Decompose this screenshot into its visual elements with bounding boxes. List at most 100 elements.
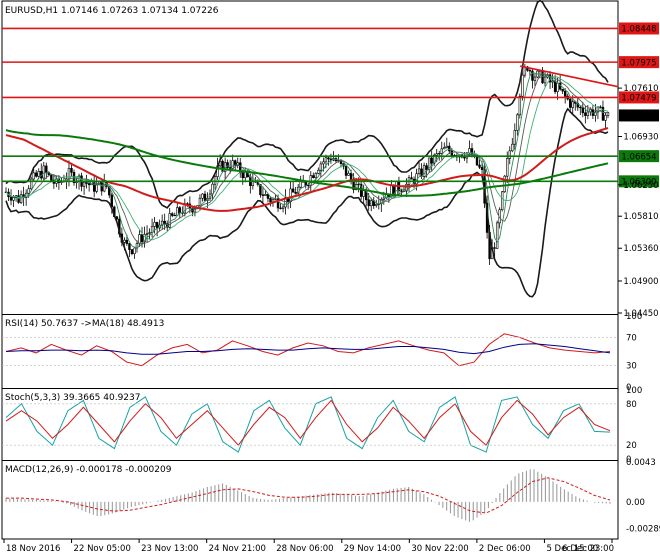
candle-body [128, 243, 131, 250]
candle-body [279, 207, 282, 209]
candle-body [168, 213, 171, 228]
candle-body [70, 168, 73, 173]
candle-body [29, 178, 33, 190]
candle-body [430, 157, 433, 164]
candle-body [95, 184, 98, 192]
candle-body [226, 162, 229, 168]
candle-body [596, 106, 600, 113]
candle-body [543, 76, 547, 84]
x-tick-label: 22 Nov 05:00 [74, 544, 131, 554]
candle-body [193, 208, 197, 213]
rsi-y-tick-label: 30 [626, 362, 637, 372]
candle-body [317, 169, 320, 174]
candle-body [37, 171, 40, 177]
candle-body [516, 114, 519, 131]
candle-body [523, 66, 527, 76]
candle-body [344, 165, 348, 176]
candle-body [82, 181, 86, 187]
macd-y-tick-label: 0.0043 [626, 458, 656, 468]
candle-body [148, 232, 151, 234]
level-label-box [619, 22, 659, 35]
rsi-y-tick-label: 100 [626, 312, 642, 322]
candle-body [370, 200, 373, 207]
candle-body [508, 150, 511, 159]
candle-body [445, 145, 448, 148]
macd-y-tick-label: -0.002890 [626, 525, 660, 535]
candle-body [569, 98, 572, 108]
level-label-box [619, 56, 659, 69]
x-tick-label: 5 Dec 15:00 [546, 544, 598, 554]
candle-body [518, 95, 522, 116]
y-tick-label: 1.04450 [623, 309, 658, 319]
candle-body [213, 176, 217, 185]
candle-body [531, 70, 534, 81]
candle-body [130, 249, 134, 254]
macd-signal-line [6, 477, 611, 514]
candle-body [400, 190, 403, 192]
candle-body [551, 80, 554, 83]
candle-body [163, 220, 166, 224]
candle-body [309, 175, 312, 186]
candle-body [314, 173, 318, 178]
y-tick-label: 1.06250 [623, 181, 658, 191]
candle-body [17, 195, 20, 203]
candle-body [125, 239, 129, 244]
stoch-line [5, 399, 611, 446]
candle-body [264, 194, 267, 196]
level-label: 1.07479 [621, 94, 656, 104]
candle-body [571, 101, 574, 108]
candle-body [9, 196, 13, 201]
stoch-y-tick-label: 0 [626, 455, 631, 465]
candle-body [556, 82, 559, 92]
candle-body [506, 158, 509, 177]
candle-body [450, 150, 454, 157]
level-label: 1.06300 [621, 178, 656, 188]
candle-body [24, 192, 28, 198]
candle-body [198, 197, 202, 206]
candle-body [604, 115, 607, 121]
candle-body [138, 234, 141, 244]
candle-body [581, 107, 585, 114]
bollinger-upper [5, 0, 609, 209]
candle-body [480, 166, 484, 170]
candle-body [586, 111, 590, 116]
candle-body [501, 191, 504, 210]
rsi-y-tick-label: 0 [626, 383, 631, 393]
candle-body [601, 106, 605, 121]
candle-body [123, 239, 126, 243]
level-label: 1.06654 [621, 152, 656, 162]
candle-body [228, 167, 232, 169]
candle-body [493, 247, 496, 249]
y-tick-label: 1.04900 [623, 277, 658, 287]
candle-body [87, 183, 91, 186]
candle-body [281, 206, 285, 209]
candle-body [513, 130, 517, 145]
candle-body [155, 222, 159, 229]
ma-short-line [5, 76, 609, 241]
level-label-box [619, 150, 659, 163]
x-tick-label: 2 Dec 06:00 [479, 544, 531, 554]
candle-body [261, 194, 265, 196]
candle-body [269, 198, 272, 203]
ma-short-line [5, 72, 609, 249]
candle-body [324, 157, 328, 163]
stoch-y-tick-label: 100 [626, 386, 642, 396]
candle-body [354, 184, 358, 190]
candle-body [12, 197, 15, 201]
y-tick-label: 1.05810 [623, 212, 658, 222]
candle-body [211, 183, 214, 195]
candle-body [478, 164, 481, 168]
macd-panel-title: MACD(12,26,9) -0.000178 -0.000209 [5, 465, 172, 475]
candle-body [349, 173, 353, 181]
candle-body [395, 181, 398, 196]
macd-y-tick-label: 0.00 [626, 498, 645, 508]
candle-body [448, 145, 451, 152]
stoch-panel-title: Stoch(5,3,3) 39.3665 40.9237 [5, 393, 140, 403]
candle-body [42, 165, 45, 179]
level-label-box [619, 91, 659, 104]
x-tick-label: 28 Nov 06:00 [276, 544, 333, 554]
candle-body [153, 222, 156, 227]
candle-body [67, 168, 71, 180]
candle-body [375, 203, 378, 206]
